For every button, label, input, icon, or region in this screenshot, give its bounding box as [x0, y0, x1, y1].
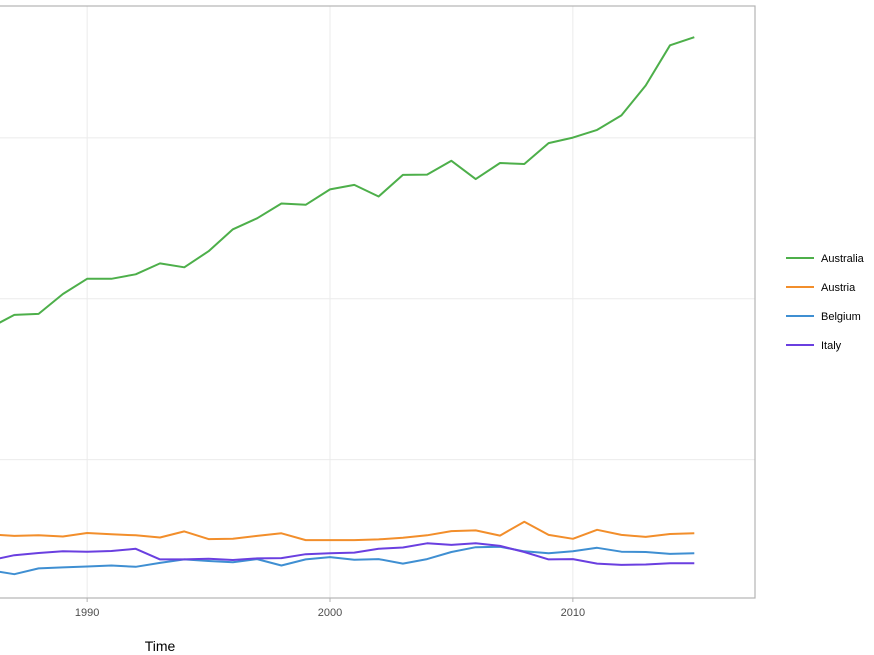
series-line-belgium [0, 545, 695, 576]
legend-label-belgium: Belgium [821, 311, 861, 323]
x-axis: 1990 2000 2010 [75, 598, 585, 619]
legend: Australia Austria Belgium Italy [786, 253, 865, 352]
series-line-italy [0, 542, 695, 566]
series-line-australia [0, 36, 695, 324]
x-axis-title: Time [145, 638, 176, 654]
legend-label-austria: Austria [821, 282, 856, 294]
legend-label-australia: Australia [821, 253, 865, 265]
x-tick-label: 2010 [561, 607, 585, 619]
plot-panel-border [0, 5, 756, 599]
series-line-austria [0, 520, 695, 542]
legend-label-italy: Italy [821, 340, 842, 352]
series-lines [0, 36, 695, 576]
x-tick-label: 2000 [318, 607, 342, 619]
x-tick-label: 1990 [75, 607, 99, 619]
